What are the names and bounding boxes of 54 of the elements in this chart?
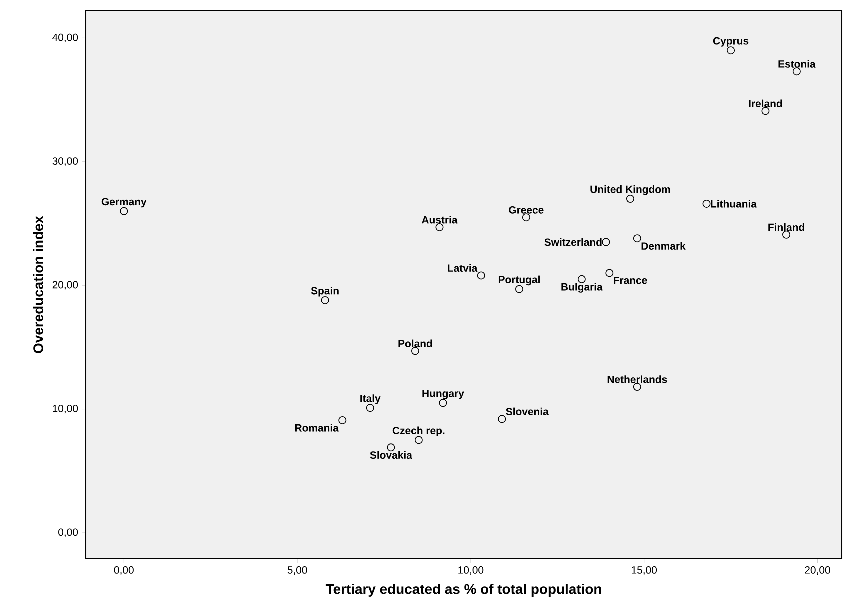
x-tick-label: 5,00 xyxy=(288,566,308,576)
annotation: Hungary xyxy=(422,390,464,400)
annotation: Greece xyxy=(509,206,544,214)
annotation: United Kingdom xyxy=(590,186,670,196)
annotation: Czech rep. xyxy=(392,426,445,437)
annotation: Lithuania xyxy=(711,200,758,208)
y-tick-label: 0,00 xyxy=(58,528,78,538)
x-tick-label: 0,00 xyxy=(114,566,134,576)
point xyxy=(633,234,642,243)
point xyxy=(702,200,711,208)
x-axis-title: Tertiary educated as % of total population xyxy=(326,584,602,597)
annotation: Slovakia xyxy=(370,451,412,460)
point xyxy=(578,275,586,284)
point xyxy=(439,399,448,408)
x-tick-label: 20,00 xyxy=(805,566,830,576)
annotation: Poland xyxy=(398,340,432,348)
annotation: Spain xyxy=(311,287,339,297)
point xyxy=(727,46,736,55)
x-tick-label: 10,00 xyxy=(458,566,484,576)
point xyxy=(626,195,634,204)
y-axis-title: Overeducation index xyxy=(33,216,44,354)
point xyxy=(411,347,420,356)
point xyxy=(792,68,801,76)
point xyxy=(338,416,347,424)
annotation: Ireland xyxy=(749,100,782,108)
y-tick-label: 20,00 xyxy=(52,281,78,290)
annotation: Italy xyxy=(360,394,381,404)
x-tick-label: 15,00 xyxy=(632,566,658,576)
annotation: Portugal xyxy=(498,276,540,286)
point xyxy=(633,383,642,392)
annotation: France xyxy=(614,276,648,284)
y-tick-label: 10,00 xyxy=(53,404,78,414)
point xyxy=(477,272,486,280)
point xyxy=(414,436,423,444)
annotation: Austria xyxy=(422,216,458,224)
annotation: Switzerland xyxy=(544,238,602,246)
annotation: Estonia xyxy=(778,60,816,68)
y-tick-label: 40,00 xyxy=(52,34,78,43)
point xyxy=(602,238,610,246)
point xyxy=(606,269,614,278)
annotation: Latvia xyxy=(448,264,478,272)
annotation: Finland xyxy=(768,224,804,232)
annotation: Cyprus xyxy=(713,37,749,47)
annotation: Romania xyxy=(295,424,339,432)
point xyxy=(762,107,770,116)
point xyxy=(498,415,506,424)
annotation: Germany xyxy=(102,198,147,208)
annotation: Bulgaria xyxy=(562,283,603,293)
point xyxy=(366,404,374,412)
annotation: Netherlands xyxy=(608,376,668,384)
annotation: Denmark xyxy=(642,242,686,250)
point xyxy=(522,214,530,222)
annotation: Slovenia xyxy=(506,408,549,416)
y-tick-label: 30,00 xyxy=(52,158,78,166)
